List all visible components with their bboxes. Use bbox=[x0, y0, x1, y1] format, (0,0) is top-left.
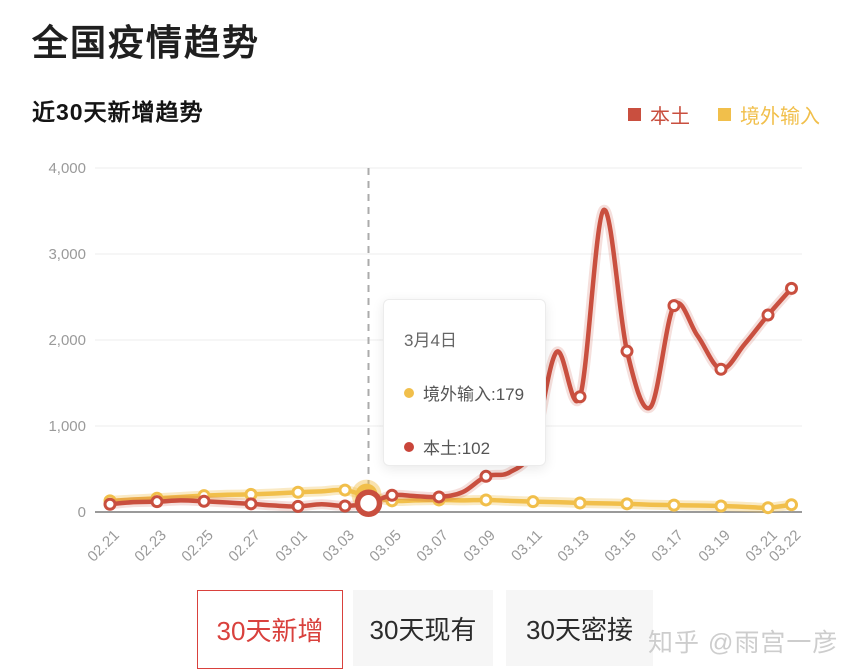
tab-30day-current[interactable]: 30天现有 bbox=[353, 590, 493, 666]
svg-text:0: 0 bbox=[78, 504, 86, 521]
legend-item-imported[interactable]: 境外输入 bbox=[718, 100, 820, 129]
svg-text:03.05: 03.05 bbox=[366, 527, 405, 566]
local-swatch-icon bbox=[628, 108, 641, 121]
svg-text:02.23: 02.23 bbox=[131, 527, 170, 566]
tooltip-imported-value: 境外输入:179 bbox=[423, 385, 525, 404]
legend-label-local: 本土 bbox=[650, 106, 690, 128]
svg-text:03.07: 03.07 bbox=[413, 527, 452, 566]
page-title: 全国疫情趋势 bbox=[32, 22, 261, 63]
svg-text:02.25: 02.25 bbox=[178, 527, 217, 566]
tooltip-row-imported: 境外输入:179 bbox=[404, 380, 545, 405]
watermark: 知乎 @雨宫一彦 bbox=[648, 629, 839, 657]
imported-dot-icon bbox=[404, 387, 414, 398]
svg-text:1,000: 1,000 bbox=[48, 418, 86, 435]
imported-swatch-icon bbox=[718, 108, 731, 121]
svg-text:02.21: 02.21 bbox=[84, 527, 123, 566]
svg-text:03.15: 03.15 bbox=[601, 527, 640, 566]
chart-legend: 本土 境外输入 bbox=[628, 100, 820, 129]
svg-text:2,000: 2,000 bbox=[48, 332, 86, 349]
svg-text:03.03: 03.03 bbox=[319, 527, 358, 566]
svg-text:03.01: 03.01 bbox=[272, 527, 311, 566]
tooltip-row-local: 本土:102 bbox=[404, 434, 545, 459]
svg-text:03.19: 03.19 bbox=[695, 527, 734, 566]
tab-30day-new[interactable]: 30天新增 bbox=[197, 590, 343, 669]
tooltip-local-value: 本土:102 bbox=[423, 439, 491, 458]
legend-item-local[interactable]: 本土 bbox=[628, 100, 690, 129]
trend-line-chart[interactable]: 0 1,000 2,000 3,000 4,000 02.21 02.23 02.25 02.2… bbox=[0, 150, 856, 570]
svg-text:4,000: 4,000 bbox=[48, 160, 86, 177]
svg-text:03.09: 03.09 bbox=[460, 527, 499, 566]
tab-30day-close-contact[interactable]: 30天密接 bbox=[506, 590, 653, 666]
svg-text:03.11: 03.11 bbox=[508, 527, 546, 565]
svg-text:03.13: 03.13 bbox=[554, 527, 593, 566]
svg-text:3,000: 3,000 bbox=[48, 246, 86, 263]
tooltip-date: 3月4日 bbox=[404, 331, 457, 350]
local-dot-icon bbox=[404, 441, 414, 452]
chart-tooltip: 3月4日 境外输入:179 本土:102 bbox=[383, 299, 546, 466]
chart-subtitle: 近30天新增趋势 bbox=[32, 99, 204, 125]
svg-text:03.17: 03.17 bbox=[648, 527, 687, 566]
legend-label-imported: 境外输入 bbox=[740, 106, 820, 128]
svg-text:02.27: 02.27 bbox=[225, 527, 264, 566]
